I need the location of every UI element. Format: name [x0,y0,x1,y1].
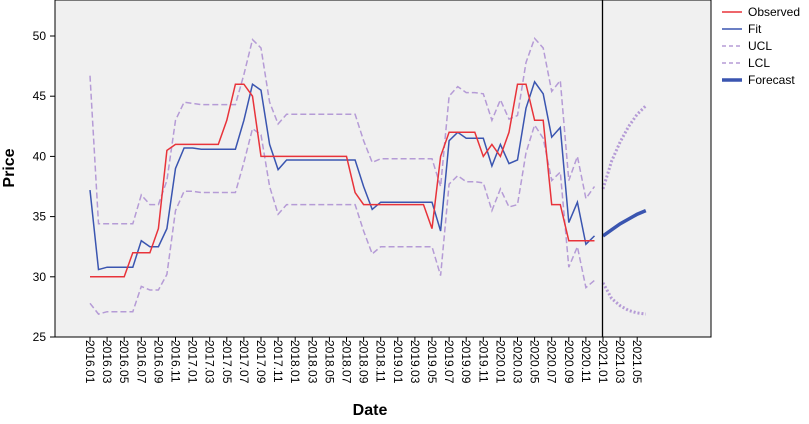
x-tick-label: 2017.05 [220,340,234,384]
forecast-lcl-line [601,282,647,316]
series-lines [89,36,647,315]
x-tick-label: 2021.03 [613,340,627,384]
y-tick-label: 35 [33,210,47,224]
legend-label-observed: Observed [748,5,800,19]
x-tick-label: 2020.05 [528,340,542,384]
x-tick-label: 2016.09 [151,340,165,384]
legend-label-fit: Fit [748,22,762,36]
legend: Observed Fit UCL LCL Forecast [722,5,800,87]
x-tick-label: 2016.05 [117,340,131,384]
x-tick-label: 2020.09 [562,340,576,384]
x-tick-label: 2016.03 [100,340,114,384]
x-tick-label: 2018.05 [322,340,336,384]
x-tick-label: 2019.07 [442,340,456,384]
x-tick-label: 2019.03 [408,340,422,384]
x-tick-label: 2019.01 [391,340,405,384]
x-tick-label: 2020.03 [511,340,525,384]
y-axis: 25 30 35 40 45 50 [33,29,55,344]
x-tick-label: 2018.09 [357,340,371,384]
x-tick-label: 2017.09 [254,340,268,384]
series-line-fit [89,80,596,271]
x-tick-label: 2020.11 [579,340,593,383]
x-tick-label: 2017.07 [237,340,251,384]
y-tick-label: 30 [33,270,47,284]
x-tick-label: 2018.01 [288,340,302,384]
x-tick-label: 2017.03 [203,340,217,384]
x-tick-label: 2021.01 [596,340,610,384]
x-tick-label: 2019.11 [476,340,490,383]
x-tick-label: 2019.09 [459,340,473,384]
x-tick-label: 2017.11 [271,340,285,383]
x-tick-label: 2016.07 [134,340,148,384]
series-line-lcl [89,123,595,315]
x-tick-label: 2018.03 [305,340,319,384]
x-tick-label: 2018.11 [374,340,388,383]
legend-label-lcl: LCL [748,56,770,70]
x-tick-label: 2018.07 [340,340,354,384]
x-tick-label: 2020.07 [545,340,559,384]
x-axis: 2016.01 2016.03 2016.05 2016.07 2016.09 2016.… [83,337,644,384]
x-tick-label: 2020.01 [493,340,507,384]
x-tick-label: 2021.05 [630,340,644,384]
x-tick-label: 2019.05 [425,340,439,384]
y-tick-label: 50 [33,29,47,43]
y-axis-title: Price [1,148,18,187]
legend-label-forecast: Forecast [748,73,795,87]
y-tick-label: 25 [33,330,47,344]
x-tick-label: 2016.11 [169,340,183,383]
series-line-forecast [601,208,647,238]
plot-background [54,0,712,338]
series-line-observed [90,83,595,278]
x-tick-label: 2016.01 [83,340,97,384]
forecast-confidence-bands [601,104,647,316]
y-tick-label: 45 [33,89,47,103]
x-tick-label: 2017.01 [186,340,200,384]
y-tick-label: 40 [33,149,47,163]
series-line-ucl [89,36,596,225]
forecast-ucl-line [601,104,647,190]
x-axis-title: Date [353,402,388,419]
legend-label-ucl: UCL [748,39,772,53]
